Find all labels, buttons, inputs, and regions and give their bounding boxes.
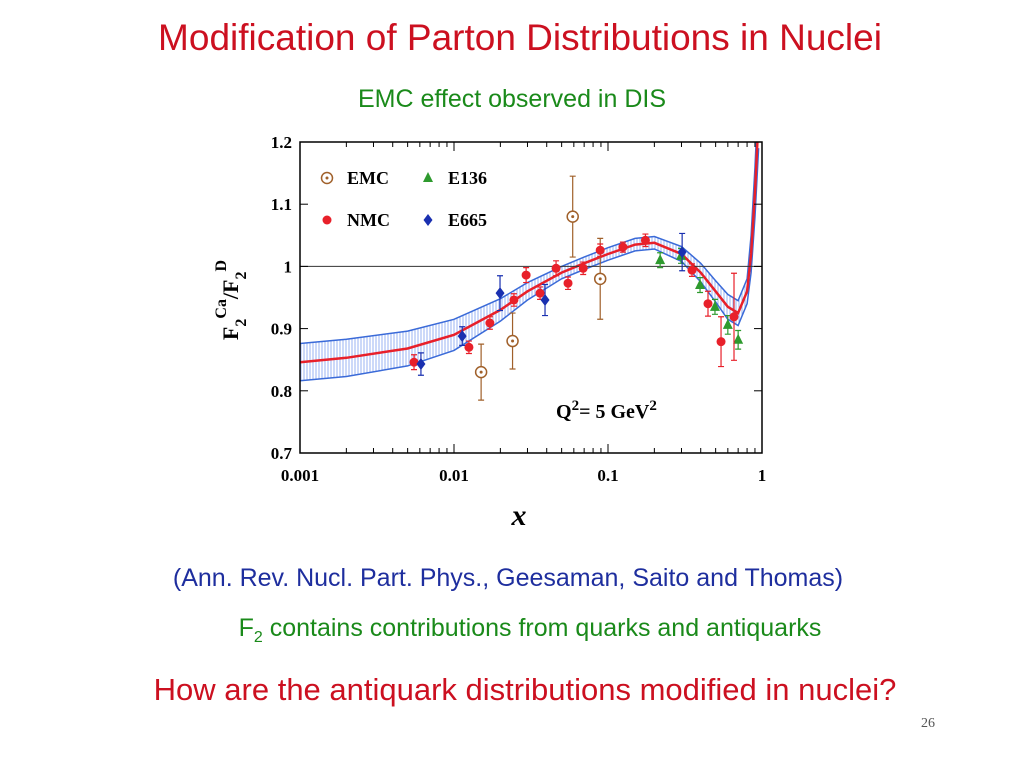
data-point-dot (598, 277, 602, 281)
x-tick-label: 0.1 (597, 466, 618, 485)
data-point (551, 263, 561, 273)
data-point-dot (571, 215, 575, 219)
y-tick-label: 0.7 (271, 444, 293, 463)
legend-marker-dot (325, 176, 329, 180)
legend-marker (322, 215, 332, 225)
data-point (618, 242, 628, 252)
x-tick-label: 1 (758, 466, 767, 485)
data-point (495, 287, 505, 300)
data-point (695, 279, 706, 290)
data-point (733, 333, 744, 344)
y-tick-label: 1.2 (271, 133, 292, 152)
data-point (722, 318, 733, 329)
data-point (535, 288, 545, 298)
data-point (729, 312, 739, 322)
legend-label: E136 (448, 168, 487, 188)
data-point (593, 272, 607, 286)
legend-label: NMC (347, 210, 390, 230)
legend-marker (423, 172, 433, 182)
citation: (Ann. Rev. Nucl. Part. Phys., Geesaman, … (173, 564, 843, 592)
fit-line (300, 142, 759, 364)
data-point (716, 337, 726, 347)
data-point (506, 334, 519, 348)
data-point (709, 300, 720, 311)
y-axis-label: F2Ca/F2D (213, 260, 250, 340)
subtitle: EMC effect observed in DIS (358, 85, 666, 113)
annotation: Q2= 5 GeV2 (556, 398, 657, 423)
legend-label: EMC (347, 168, 389, 188)
plot-frame (299, 141, 763, 454)
note-subscript: 2 (254, 629, 263, 646)
page-number: 26 (921, 716, 935, 731)
data-point (563, 278, 573, 288)
data-point (655, 254, 666, 265)
y-tick-label: 1.1 (271, 195, 292, 214)
data-point (595, 245, 605, 255)
y-axis-label-part: Ca (213, 299, 230, 319)
y-tick-label: 0.8 (271, 382, 292, 401)
annotation-part: 2 (649, 398, 657, 414)
y-axis-label-part: /F (218, 279, 243, 300)
data-point (509, 295, 519, 305)
question: How are the antiquark distributions modi… (154, 672, 897, 707)
data-point (677, 246, 687, 259)
data-point (521, 270, 531, 280)
y-axis-label-part: 2 (233, 271, 250, 279)
data-point (687, 265, 697, 275)
y-axis-label-part: F (218, 327, 243, 340)
data-point (457, 330, 467, 343)
x-tick-label: 0.001 (281, 466, 319, 485)
y-axis-label-part: D (213, 260, 230, 272)
data-point (485, 318, 495, 328)
note: F2 contains contributions from quarks an… (239, 614, 822, 646)
annotation-part: Q (556, 401, 572, 423)
annotation-part: = 5 GeV (579, 401, 650, 423)
y-tick-label: 0.9 (271, 320, 292, 339)
legend-marker (320, 171, 334, 185)
legend-marker (423, 214, 433, 226)
legend-label: E665 (448, 210, 487, 230)
x-axis-label: x (511, 499, 527, 532)
x-tick-label: 0.01 (439, 466, 469, 485)
plot-area (300, 142, 760, 382)
data-point-dot (479, 370, 483, 374)
note-text: F (239, 614, 254, 642)
y-axis-label-part: 2 (233, 319, 250, 327)
data-point (566, 210, 579, 223)
y-tick-label: 1 (284, 257, 293, 276)
chart: 0.70.80.911.11.20.001 0.01 0.1 1xF2Ca/F2DQ2… (213, 133, 767, 532)
data-point (416, 358, 426, 371)
annotation-part: 2 (572, 398, 580, 414)
data-point (474, 365, 488, 379)
note-text: contains contributions from quarks and a… (263, 614, 822, 642)
data-point (464, 342, 474, 352)
data-point-dot (511, 339, 515, 343)
data-point (703, 299, 713, 309)
data-point (640, 235, 650, 245)
slide-title: Modification of Parton Distributions in … (158, 17, 882, 58)
data-point (540, 293, 550, 306)
data-point (409, 357, 419, 367)
data-point (578, 263, 588, 273)
